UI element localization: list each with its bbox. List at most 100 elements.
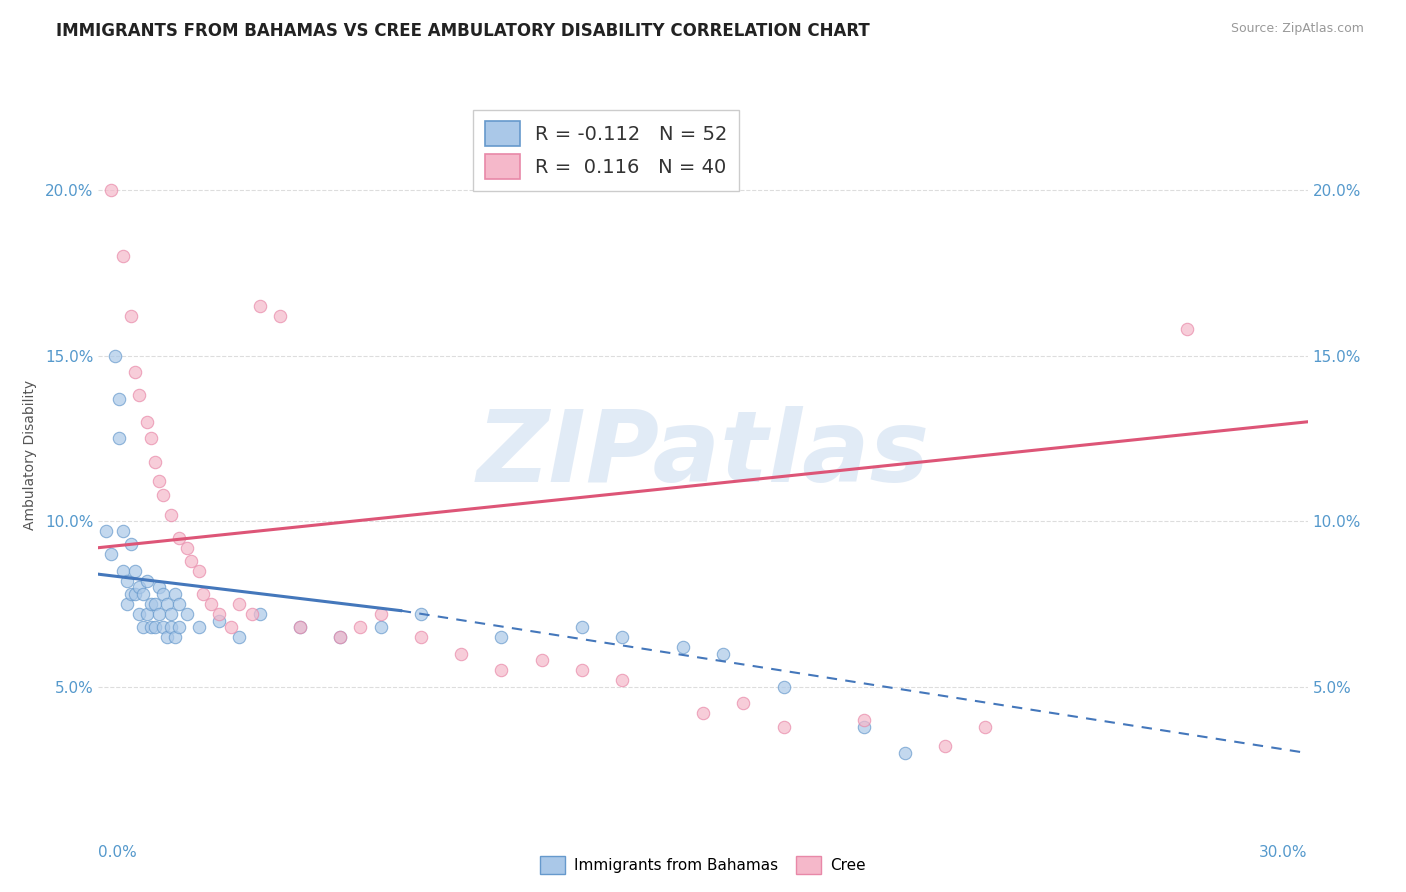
Point xyxy=(111,249,134,263)
Point xyxy=(188,564,211,578)
Point xyxy=(612,673,634,688)
Legend: Immigrants from Bahamas, Cree: Immigrants from Bahamas, Cree xyxy=(534,850,872,880)
Point xyxy=(135,607,157,621)
Point xyxy=(135,415,157,429)
Point xyxy=(329,630,352,644)
Point xyxy=(152,620,174,634)
Point xyxy=(208,614,231,628)
Point xyxy=(143,620,166,634)
Text: ZIPatlas: ZIPatlas xyxy=(477,407,929,503)
Point xyxy=(115,597,138,611)
Point xyxy=(139,431,162,445)
Point xyxy=(135,574,157,588)
Point xyxy=(934,739,956,754)
Point xyxy=(571,663,593,677)
Point xyxy=(409,630,432,644)
Text: 0.0%: 0.0% xyxy=(98,845,138,860)
Point xyxy=(221,620,243,634)
Point xyxy=(148,581,170,595)
Point xyxy=(974,720,997,734)
Point xyxy=(370,607,392,621)
Text: Source: ZipAtlas.com: Source: ZipAtlas.com xyxy=(1230,22,1364,36)
Point xyxy=(288,620,311,634)
Point xyxy=(772,720,794,734)
Point xyxy=(163,587,186,601)
Point xyxy=(115,574,138,588)
Point xyxy=(349,620,371,634)
Point xyxy=(124,587,146,601)
Point xyxy=(107,392,129,406)
Point xyxy=(491,663,513,677)
Point xyxy=(156,597,179,611)
Point xyxy=(329,630,352,644)
Point xyxy=(124,564,146,578)
Point xyxy=(200,597,222,611)
Point xyxy=(208,607,231,621)
Point xyxy=(139,620,162,634)
Point xyxy=(143,454,166,468)
Point xyxy=(128,581,150,595)
Point xyxy=(167,531,190,545)
Point xyxy=(160,508,183,522)
Point xyxy=(128,607,150,621)
Point xyxy=(893,746,915,760)
Point xyxy=(240,607,263,621)
Point xyxy=(152,488,174,502)
Point xyxy=(571,620,593,634)
Point xyxy=(120,537,142,551)
Point xyxy=(163,630,186,644)
Point xyxy=(128,388,150,402)
Point xyxy=(167,597,190,611)
Point xyxy=(124,365,146,379)
Point xyxy=(100,183,122,197)
Point xyxy=(132,587,155,601)
Legend: R = -0.112   N = 52, R =  0.116   N = 40: R = -0.112 N = 52, R = 0.116 N = 40 xyxy=(474,110,740,191)
Point xyxy=(530,653,553,667)
Point xyxy=(711,647,734,661)
Point xyxy=(96,524,118,538)
Point xyxy=(288,620,311,634)
Point xyxy=(450,647,472,661)
Point xyxy=(269,309,291,323)
Point xyxy=(612,630,634,644)
Point xyxy=(111,524,134,538)
Point xyxy=(672,640,695,654)
Point xyxy=(103,349,125,363)
Point xyxy=(188,620,211,634)
Point xyxy=(176,541,198,555)
Point xyxy=(692,706,714,721)
Point xyxy=(370,620,392,634)
Point xyxy=(167,620,190,634)
Point xyxy=(228,630,250,644)
Point xyxy=(249,299,271,313)
Point xyxy=(148,475,170,489)
Point xyxy=(132,620,155,634)
Point xyxy=(853,713,876,727)
Point xyxy=(100,547,122,561)
Point xyxy=(111,564,134,578)
Point xyxy=(120,587,142,601)
Point xyxy=(143,597,166,611)
Text: 30.0%: 30.0% xyxy=(1260,845,1308,860)
Point xyxy=(853,720,876,734)
Point xyxy=(139,597,162,611)
Y-axis label: Ambulatory Disability: Ambulatory Disability xyxy=(22,380,37,530)
Point xyxy=(772,680,794,694)
Point xyxy=(228,597,250,611)
Point xyxy=(156,630,179,644)
Point xyxy=(733,697,755,711)
Point xyxy=(152,587,174,601)
Point xyxy=(160,607,183,621)
Point xyxy=(409,607,432,621)
Point xyxy=(491,630,513,644)
Point xyxy=(148,607,170,621)
Text: IMMIGRANTS FROM BAHAMAS VS CREE AMBULATORY DISABILITY CORRELATION CHART: IMMIGRANTS FROM BAHAMAS VS CREE AMBULATO… xyxy=(56,22,870,40)
Point xyxy=(107,431,129,445)
Point xyxy=(249,607,271,621)
Point xyxy=(193,587,215,601)
Point xyxy=(1175,322,1198,336)
Point xyxy=(180,554,202,568)
Point xyxy=(176,607,198,621)
Point xyxy=(120,309,142,323)
Point xyxy=(160,620,183,634)
